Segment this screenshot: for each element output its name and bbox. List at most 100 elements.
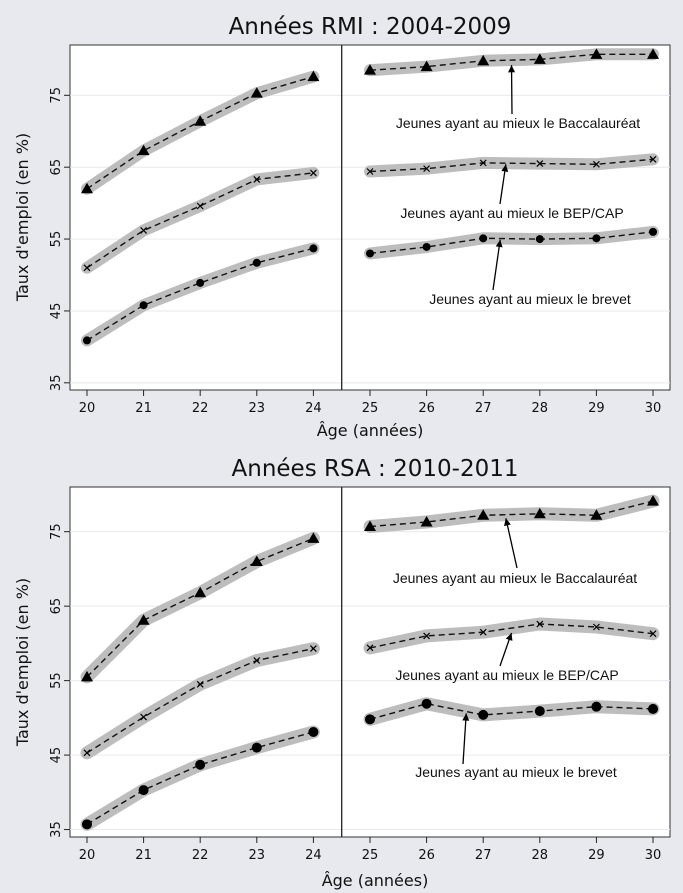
x-tick-label: 21 [135,401,152,416]
series-baccalaureat-point [137,144,150,156]
annotation-bep-cap: Jeunes ayant au mieux le BEP/CAP [395,667,618,683]
x-tick-label: 26 [418,401,435,416]
x-tick-label: 26 [418,848,435,863]
series-brevet-line [86,731,314,825]
series-baccalaureat-point [250,87,263,98]
x-tick-label: 28 [532,401,549,416]
x-tick-label: 30 [645,401,662,416]
series-bep-cap-point [479,159,487,167]
y-ticks: 35 45 55 65 75 [49,523,70,838]
annotation-arrow-line [492,239,501,291]
series-baccalaureat-point [250,555,263,566]
series-baccalaureat-point [80,670,93,682]
annotation-brevet: Jeunes ayant au mieux le brevet [429,291,631,307]
series-bep-cap-point [649,155,657,163]
y-tick-label: 75 [49,87,64,104]
y-tick-label: 55 [49,672,64,689]
series-brevet-point [535,235,544,244]
series-brevet-point [251,742,262,753]
series-bep-cap-point [83,749,91,757]
series-bep-cap-point [309,169,317,177]
series-bep-cap-line [369,623,654,649]
series-baccalaureat-point [137,614,150,625]
series-baccalaureat-point [477,509,490,520]
grid [70,94,670,384]
series-brevet-line [369,702,654,720]
y-tick-label: 65 [49,598,64,615]
series-brevet-point [139,301,148,310]
series-brevet-point [421,698,432,709]
x-tick-label: 30 [645,848,662,863]
series-bep-cap-line [369,158,654,173]
series-baccalaureat-point [194,115,207,126]
series-baccalaureat-line [369,500,654,528]
x-tick-label: 24 [305,848,322,863]
chart-panel-rsa: Années RSA : 2010-2011 Âge (années) Taux… [13,456,671,890]
annotation-arrow-head [462,713,470,721]
x-axis-label: Âge (années) [317,421,424,440]
series-bep-cap-point [196,680,204,688]
x-tick-label: 20 [79,848,96,863]
series-brevet-point [252,258,261,267]
chart-panel-rmi: Années RMI : 2004-2009 Âge (années) Taux… [13,14,671,440]
series-bep-cap-point [253,657,261,664]
y-tick-label: 35 [49,375,64,392]
x-ticks: 20 21 22 23 24 25 26 27 28 29 30 [79,390,662,416]
series-brevet-point [138,785,149,796]
series-bep-cap-point [592,623,600,631]
x-ticks: 20 21 22 23 24 25 26 27 28 29 30 [79,837,662,863]
y-tick-label: 65 [49,159,64,176]
series-brevet-point [478,709,489,720]
series-baccalaureat-point [194,586,207,598]
series-baccalaureat-point [364,64,376,75]
x-tick-label: 23 [249,401,266,416]
series-brevet-line [86,247,314,341]
series-baccalaureat-point [533,507,546,519]
series-brevet-point [649,227,658,236]
x-tick-label: 28 [532,848,549,863]
y-tick-label: 75 [49,523,64,540]
series-baccalaureat-point [80,182,93,194]
annotation-arrow-head [495,239,503,248]
series-markers [80,48,660,345]
annotation-arrows [462,518,518,765]
x-tick-label: 22 [192,401,209,416]
series-bep-cap-point [423,632,431,640]
series-baccalaureat-point [420,60,433,72]
series-bep-cap-point [140,713,148,721]
annotation-arrow-line [462,713,467,765]
annotation-arrow-head [508,65,516,73]
series-brevet-point [591,701,602,712]
x-tick-label: 23 [249,848,266,863]
series-bep-cap-point [423,165,431,173]
x-tick-label: 29 [588,401,605,416]
series-brevet-point [648,703,659,714]
x-tick-label: 24 [305,401,322,416]
x-tick-label: 29 [588,848,605,863]
series-baccalaureat-point [647,495,660,506]
series-brevet-point [534,706,545,717]
series-bep-cap-point [649,630,657,638]
series-brevet-line [369,231,654,255]
annotation-arrow-head [504,518,511,527]
y-axis-label: Taux d'emploi (en %) [13,133,32,302]
series-brevet-point [196,278,205,287]
series-brevet-point [365,714,375,725]
series-baccalaureat-line [369,53,653,71]
series-brevet-point [82,336,91,345]
series-bep-cap-point [253,175,261,183]
series-baccalaureat-point [533,53,546,64]
y-tick-label: 45 [49,303,64,320]
chart-title: Années RMI : 2004-2009 [229,14,512,40]
annotation-arrow-head [501,164,509,172]
y-ticks: 35 45 55 65 75 [49,87,70,391]
x-tick-label: 20 [79,401,96,416]
x-tick-label: 21 [135,848,152,863]
series-brevet-point [366,249,374,258]
series-baccalaureat-point [307,532,320,543]
y-tick-label: 55 [49,231,64,248]
series-brevet-point [309,244,318,253]
series-brevet-point [479,234,488,243]
annotation-bac: Jeunes ayant au mieux le Baccalauréat [396,115,640,131]
chart-title: Années RSA : 2010-2011 [232,456,519,482]
